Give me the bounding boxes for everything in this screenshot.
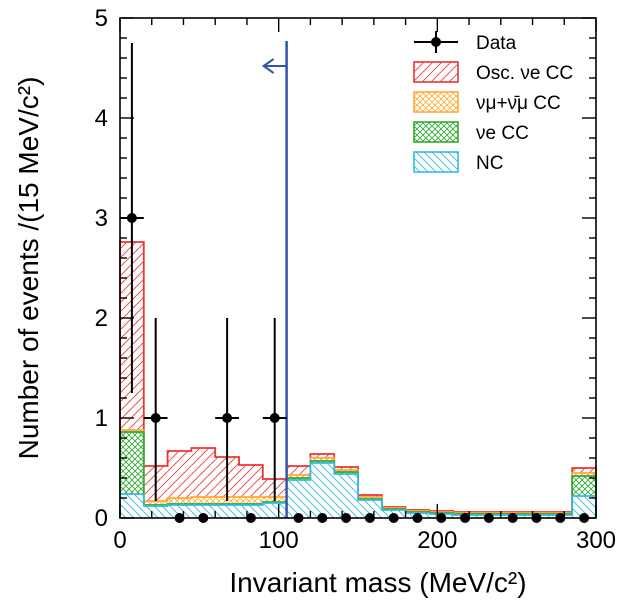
legend-swatch <box>413 121 459 143</box>
y-tick-label: 3 <box>95 205 108 232</box>
x-tick-label: 0 <box>113 527 126 554</box>
data-marker <box>269 413 280 423</box>
legend-entry: Data <box>414 31 517 54</box>
legend-swatch <box>413 151 459 173</box>
bar <box>358 500 382 518</box>
legend-entry: NC <box>413 151 503 174</box>
data-point <box>262 318 287 501</box>
bar <box>262 503 287 518</box>
legend: Data Osc. νe CC νμ+ν̄μ CC νe CC NC <box>413 31 573 174</box>
y-tick-label: 2 <box>95 305 108 332</box>
x-tick-label: 300 <box>576 527 616 554</box>
y-tick-label: 4 <box>95 105 108 132</box>
series-outline <box>119 429 597 518</box>
legend-label: Osc. νe CC <box>476 63 573 84</box>
bar <box>191 505 216 518</box>
bar <box>215 505 239 518</box>
x-tick-label: 200 <box>417 527 457 554</box>
data-point <box>215 318 239 501</box>
legend-label: Data <box>476 33 517 54</box>
data-point <box>143 318 168 501</box>
x-axis-label: Invariant mass (MeV/c²) <box>229 567 526 598</box>
legend-swatch <box>413 91 459 113</box>
x-tick-label: 100 <box>259 527 299 554</box>
data-marker <box>222 413 233 423</box>
bar <box>572 496 596 518</box>
y-axis-label: Number of events /(15 MeV/c²) <box>13 77 44 460</box>
legend-entry: Osc. νe CC <box>413 61 573 84</box>
axis-ticks: 0 100 200 300 0 1 2 3 4 5 <box>95 5 616 554</box>
bar <box>334 474 358 518</box>
legend-label: νμ+ν̄μ CC <box>476 93 561 114</box>
legend-label: νe CC <box>476 123 529 144</box>
y-tick-label: 5 <box>95 5 108 32</box>
data-marker <box>150 413 161 423</box>
bar <box>310 463 335 518</box>
legend-data-marker <box>431 37 441 47</box>
bar <box>120 494 144 518</box>
cut-indicator <box>261 41 288 518</box>
bar <box>239 505 263 518</box>
legend-entry: νμ+ν̄μ CC <box>413 91 561 114</box>
stacked-histogram <box>119 241 597 518</box>
bar <box>167 505 192 518</box>
series-outline <box>119 431 597 518</box>
cut-arrow-head <box>261 58 275 74</box>
y-tick-label: 0 <box>95 505 108 532</box>
bar <box>143 506 168 518</box>
bar <box>286 480 311 518</box>
plot-frame <box>119 17 597 519</box>
legend-label: NC <box>476 153 503 174</box>
legend-swatch <box>413 61 459 83</box>
y-tick-label: 1 <box>95 405 108 432</box>
legend-entry: νe CC <box>413 121 529 144</box>
